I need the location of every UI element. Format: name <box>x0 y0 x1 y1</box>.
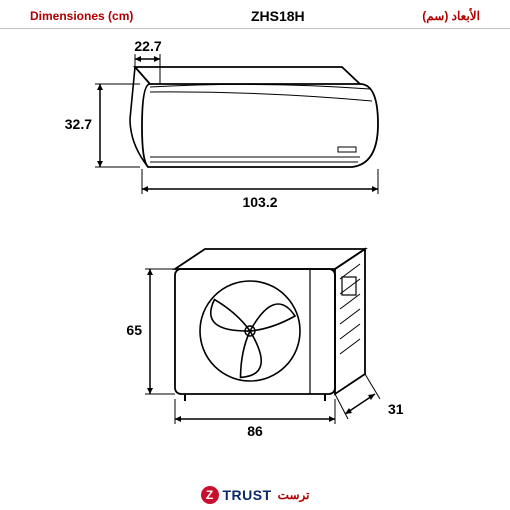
dim-indoor-height: 32.7 <box>65 84 140 167</box>
dim-indoor-depth: 22.7 <box>134 38 161 84</box>
indoor-unit <box>130 67 378 167</box>
header-bar: Dimensiones (cm) ZHS18H الأبعاد (سم) <box>0 0 510 29</box>
val-indoor-width: 103.2 <box>242 194 277 210</box>
dim-indoor-width: 103.2 <box>142 169 378 210</box>
logo-arabic: ترست <box>278 488 310 502</box>
val-indoor-height: 32.7 <box>65 116 92 132</box>
outdoor-unit <box>175 249 365 401</box>
footer-logo: Z TRUST ترست <box>0 486 510 504</box>
val-outdoor-height: 65 <box>126 322 142 338</box>
model-number: ZHS18H <box>251 8 305 24</box>
label-dimensions-es: Dimensiones (cm) <box>30 9 133 23</box>
diagram-area: 22.7 32.7 103.2 <box>0 29 510 459</box>
logo-text: TRUST <box>223 487 272 503</box>
logo-badge: Z <box>201 486 219 504</box>
val-outdoor-depth: 31 <box>388 401 404 417</box>
dim-outdoor-depth: 31 <box>335 374 404 419</box>
dim-outdoor-height: 65 <box>126 269 175 394</box>
val-outdoor-width: 86 <box>247 423 263 439</box>
val-indoor-depth: 22.7 <box>134 38 161 54</box>
dimension-diagram: 22.7 32.7 103.2 <box>0 29 510 459</box>
dim-outdoor-width: 86 <box>175 399 335 439</box>
label-dimensions-ar: الأبعاد (سم) <box>422 9 480 23</box>
